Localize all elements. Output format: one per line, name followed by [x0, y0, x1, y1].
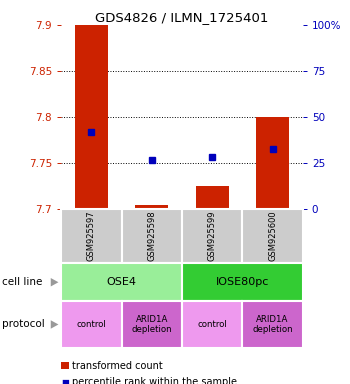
Text: GSM925599: GSM925599: [208, 211, 217, 262]
Bar: [135, 205, 168, 209]
Text: ARID1A
depletion: ARID1A depletion: [252, 315, 293, 334]
Text: control: control: [77, 320, 106, 329]
Bar: [196, 186, 229, 209]
Text: GSM925597: GSM925597: [87, 211, 96, 262]
Text: cell line: cell line: [2, 277, 42, 287]
Text: ARID1A
depletion: ARID1A depletion: [132, 315, 172, 334]
Text: GSM925598: GSM925598: [147, 211, 156, 262]
Text: ■: ■: [61, 377, 69, 384]
Text: IOSE80pc: IOSE80pc: [216, 277, 269, 287]
Bar: [256, 117, 289, 209]
Title: GDS4826 / ILMN_1725401: GDS4826 / ILMN_1725401: [95, 11, 269, 24]
Text: control: control: [197, 320, 227, 329]
Text: protocol: protocol: [2, 319, 44, 329]
Bar: [75, 25, 108, 209]
Text: transformed count: transformed count: [72, 361, 162, 371]
Text: OSE4: OSE4: [107, 277, 136, 287]
Text: percentile rank within the sample: percentile rank within the sample: [72, 377, 237, 384]
Text: GSM925600: GSM925600: [268, 211, 277, 262]
